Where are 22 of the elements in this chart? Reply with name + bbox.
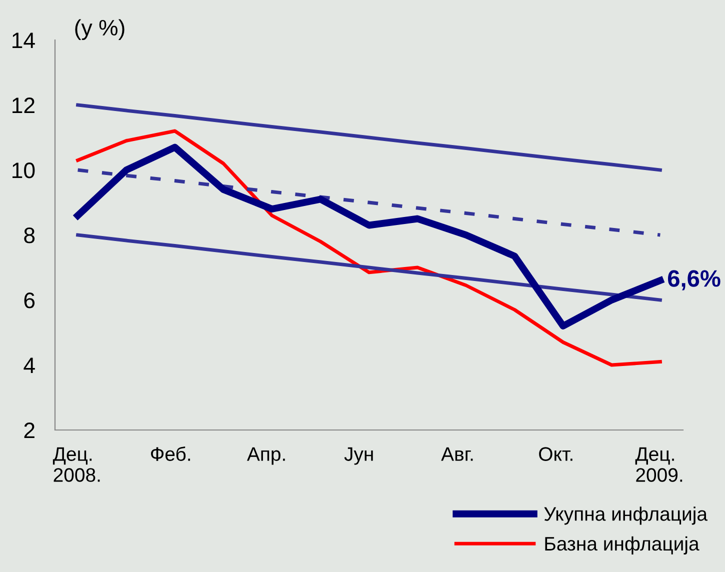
y-tick-label: 4 — [24, 358, 35, 374]
line-series — [76, 233, 662, 302]
y-tick-label: 2 — [24, 422, 34, 438]
x-tick-label: Дец. 2009. — [635, 447, 682, 482]
x-tick-label: Авг. — [441, 447, 473, 461]
y-tick-label: 14 — [12, 32, 35, 48]
y-tick-label: 12 — [12, 98, 34, 114]
y-tick-label: 10 — [12, 162, 35, 178]
x-tick-label: Окт. — [539, 447, 572, 461]
x-tick-label: Феб. — [150, 446, 190, 461]
line-series — [76, 129, 662, 367]
x-tick-label: Дец. 2008. — [52, 447, 100, 482]
x-tick-label: Јун — [344, 447, 373, 465]
legend-label: Укупна инфлација — [544, 506, 708, 525]
legend-label: Базна инфлација — [545, 536, 700, 554]
x-tick-label: Апр. — [246, 447, 285, 465]
annotation: 6,6% — [668, 270, 720, 290]
y-tick-label: 8 — [24, 228, 35, 244]
line-series — [76, 103, 662, 172]
y-tick-label: 6 — [24, 292, 35, 308]
chart-title: (у %) — [75, 19, 124, 40]
line-series — [76, 168, 662, 237]
